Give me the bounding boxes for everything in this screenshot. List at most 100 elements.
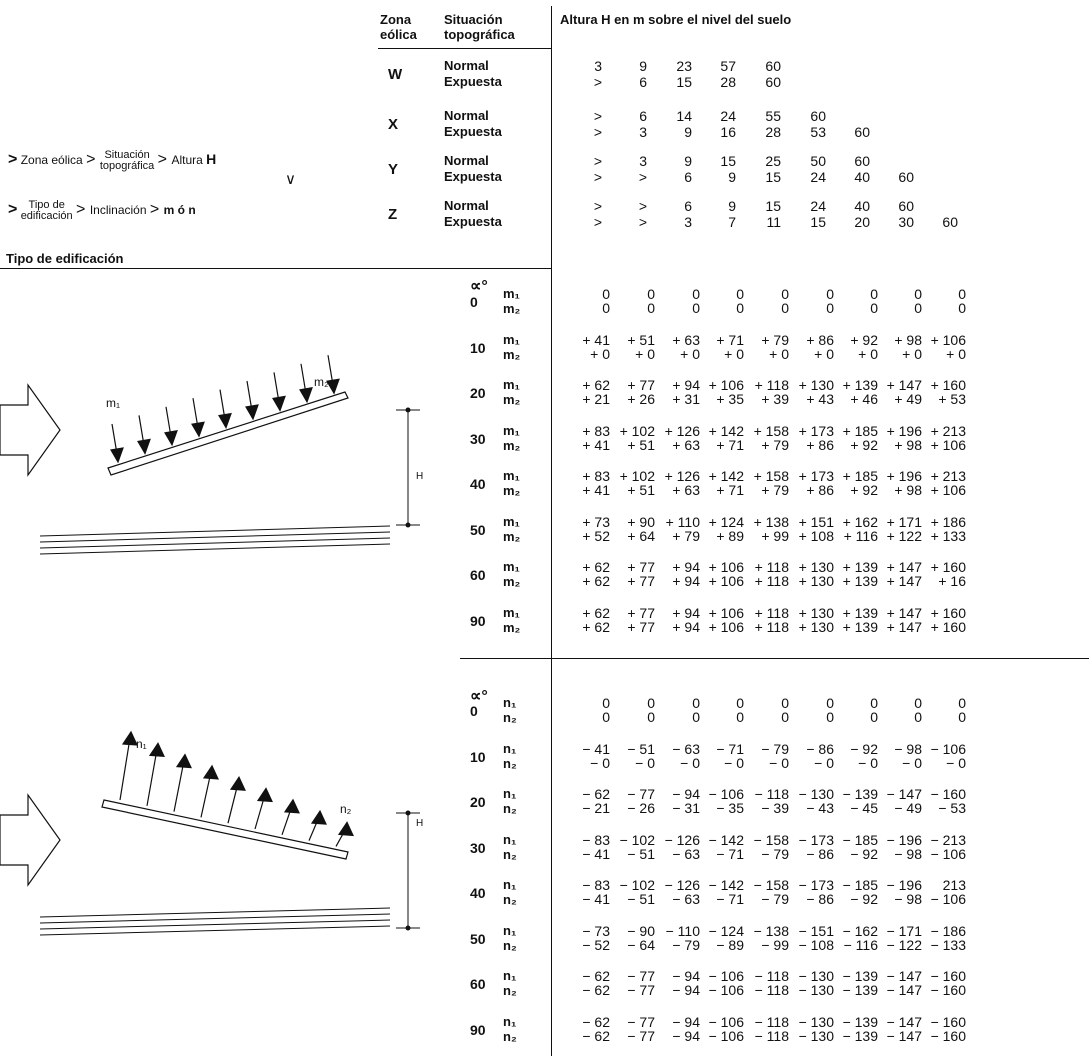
table-cell: − 62 [582, 1013, 610, 1030]
angle-label: 60 [470, 567, 486, 583]
table-cell: 0 [870, 286, 878, 302]
zone-normal-label: Normal [444, 153, 489, 168]
table-cell: − 26 [627, 800, 655, 816]
table-cell: + 102 [619, 468, 655, 484]
arrow-head-icon [245, 404, 259, 421]
table-cell: + 89 [716, 527, 744, 544]
table-cell: − 160 [930, 1013, 966, 1030]
table-cell: + 0 [680, 345, 700, 362]
table-cell: − 62 [582, 968, 610, 984]
table-cell: − 0 [946, 754, 966, 771]
table-cell: − 106 [930, 891, 966, 907]
table-cell: + 106 [930, 331, 966, 348]
zone-expuesta-value: 15 [765, 169, 781, 185]
table-cell: − 39 [761, 800, 789, 816]
table-cell: − 196 [886, 877, 922, 893]
table-cell: − 51 [627, 740, 655, 757]
wind-arrow-icon [0, 383, 61, 477]
table-cell: − 102 [619, 831, 655, 848]
table-cell: + 139 [842, 559, 878, 575]
table-cell: + 71 [716, 436, 744, 453]
arrow-head-icon [148, 742, 165, 757]
table-cell: − 147 [886, 1013, 922, 1030]
arrow-head-icon [256, 787, 273, 803]
table-cell: − 0 [769, 754, 789, 771]
table-cell: + 86 [806, 482, 834, 498]
table-cell: + 130 [798, 377, 834, 393]
table-cell: − 102 [619, 877, 655, 893]
table-cell: + 79 [761, 482, 789, 498]
arrow-head-icon [299, 387, 313, 404]
table-cell: 0 [602, 695, 610, 711]
table-cell: 0 [958, 695, 966, 711]
wind-arrow-icon [0, 793, 61, 887]
tipo-edificacion-label: Tipo de edificación [6, 251, 124, 266]
flow-altura: Altura [171, 153, 203, 168]
table-cell: + 124 [708, 513, 744, 530]
zone-letter: W [388, 66, 403, 83]
table-cell: 0 [914, 695, 922, 711]
table-divider-vertical [551, 6, 552, 1056]
table-cell: 0 [914, 286, 922, 302]
zone-normal-value: 9 [684, 153, 692, 169]
zone-expuesta-value: 24 [810, 169, 826, 185]
arrow-head-icon [175, 753, 192, 769]
angle-label: 90 [470, 612, 486, 629]
table-cell: − 185 [842, 877, 878, 893]
table-cell: + 139 [842, 604, 878, 621]
table-cell: − 64 [627, 936, 655, 953]
table-cell: − 106 [708, 968, 744, 984]
table-cell: + 185 [842, 422, 878, 439]
table-cell: + 51 [627, 482, 655, 498]
table-cell: − 124 [708, 922, 744, 939]
coef-label-2: m₂ [503, 574, 521, 589]
table-cell: + 79 [672, 527, 700, 544]
table-cell: − 62 [582, 982, 610, 998]
table-cell: + 147 [886, 559, 922, 575]
flow-down-arrow: ∨ [285, 171, 296, 188]
table-cell: 0 [870, 695, 878, 711]
table-cell: + 16 [938, 573, 966, 589]
table-cell: 0 [647, 300, 655, 316]
table-cell: − 79 [672, 936, 700, 953]
zone-normal-value: 60 [765, 58, 781, 74]
coef-label-1: m₁ [503, 422, 520, 438]
zone-normal-value: 40 [854, 198, 870, 214]
table-cell: + 46 [850, 391, 878, 407]
zone-expuesta-value: 3 [684, 214, 692, 230]
table-cell: − 31 [672, 800, 700, 816]
table-cell: − 185 [842, 831, 878, 848]
table-cell: 0 [781, 695, 789, 711]
table-cell: + 0 [769, 345, 789, 362]
table-cell: − 94 [672, 982, 700, 998]
table-cell: + 51 [627, 436, 655, 453]
table-cell: − 0 [902, 754, 922, 771]
angle-label: 40 [470, 885, 486, 901]
table-cell: 0 [781, 286, 789, 302]
table-cell: + 39 [761, 391, 789, 407]
table-cell: − 92 [850, 891, 878, 907]
table-cell: − 94 [672, 1027, 700, 1044]
table-cell: − 173 [798, 877, 834, 893]
zone-expuesta-value: > [593, 214, 602, 230]
zone-expuesta-value: 7 [728, 214, 736, 230]
table-cell: − 89 [716, 936, 744, 953]
table-cell: 0 [736, 709, 744, 725]
table-cell: − 196 [886, 831, 922, 848]
table-cell: − 51 [627, 891, 655, 907]
table-cell: − 77 [627, 786, 655, 802]
zone-expuesta-value: 28 [720, 74, 736, 90]
table-cell: − 126 [664, 877, 700, 893]
pressure-arrows [110, 355, 340, 464]
zone-expuesta-value: 15 [676, 74, 692, 90]
table-cell: + 98 [894, 482, 922, 498]
angle-label: 40 [470, 476, 486, 492]
roof-slab [101, 799, 349, 860]
table-cell: + 213 [930, 422, 966, 439]
zone-expuesta-value: 60 [898, 169, 914, 185]
table-cell: − 98 [894, 845, 922, 862]
zone-normal-value: 3 [594, 58, 602, 74]
table-cell: − 41 [582, 891, 610, 907]
zone-normal-value: 6 [684, 198, 692, 214]
table-cell: 0 [870, 709, 878, 725]
